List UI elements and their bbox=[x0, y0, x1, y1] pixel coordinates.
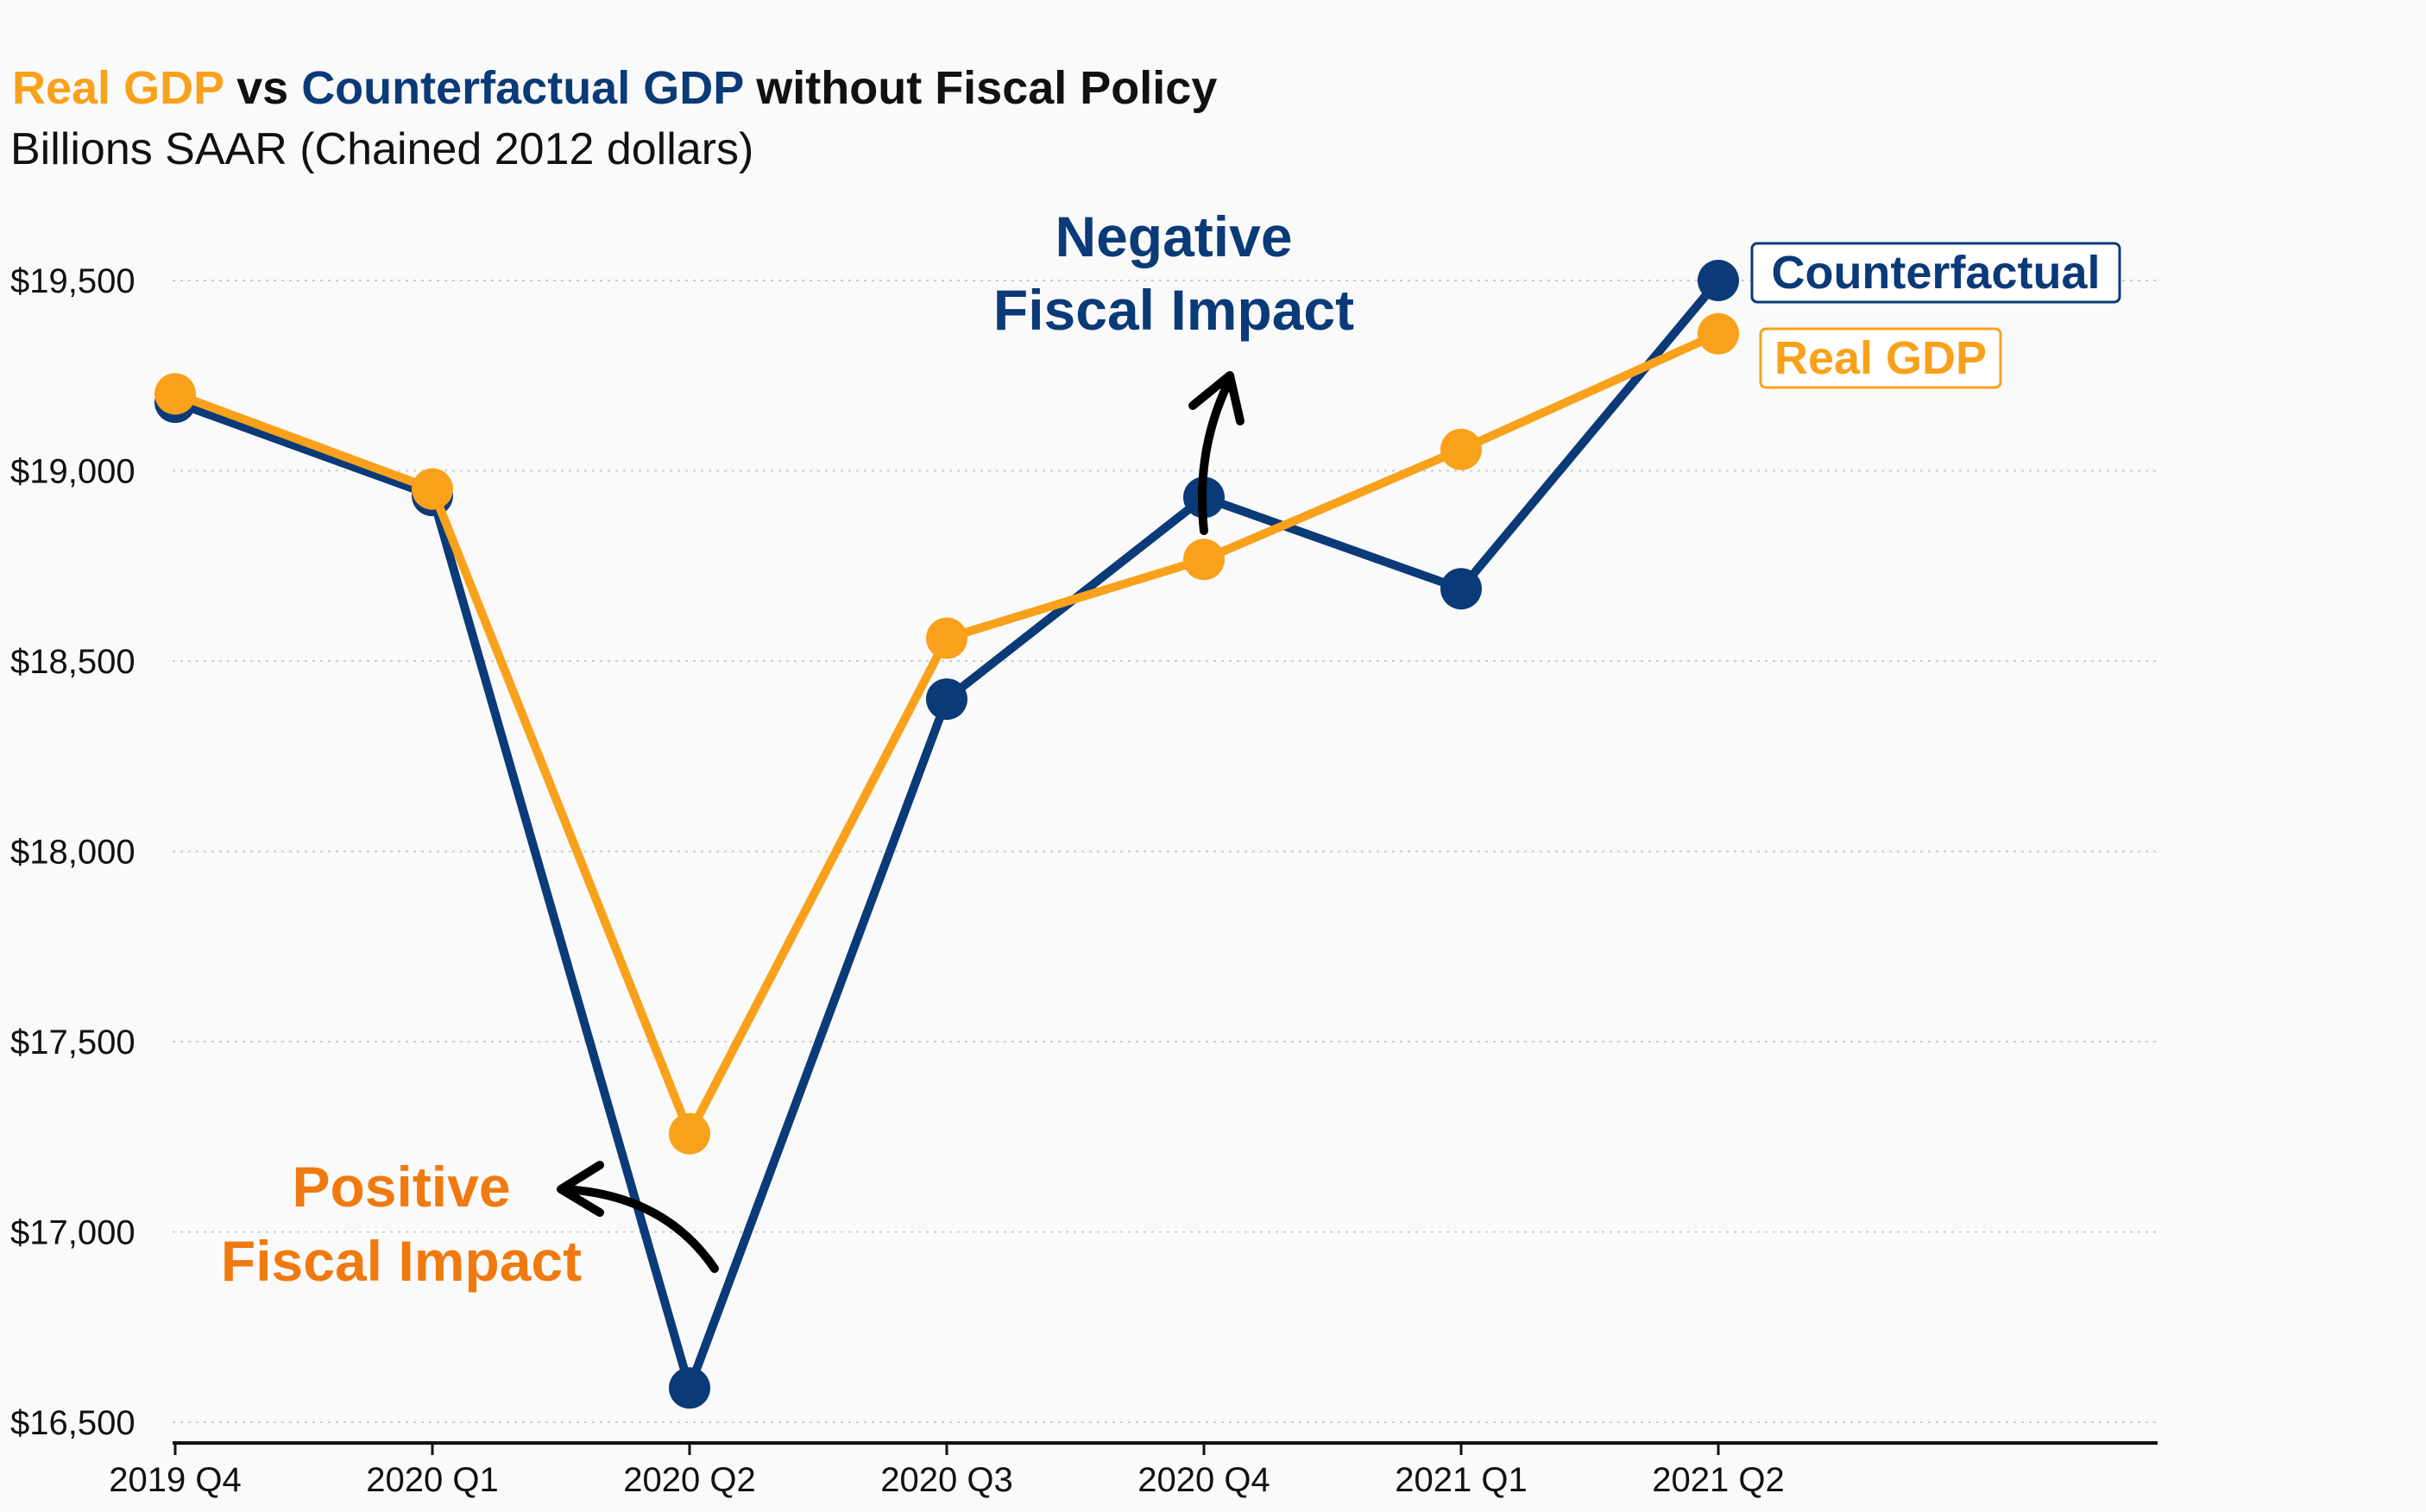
annotation-negative-line-2: Fiscal Impact bbox=[993, 278, 1354, 342]
y-tick-label: $19,500 bbox=[10, 262, 135, 300]
data-point-real-gdp bbox=[669, 1112, 710, 1155]
data-point-real-gdp bbox=[926, 617, 967, 659]
series-line-counterfactual bbox=[171, 276, 1723, 1393]
series-layer bbox=[154, 260, 1739, 1409]
data-point-real-gdp bbox=[154, 373, 196, 415]
title-part-real-gdp: Real GDP bbox=[12, 62, 224, 114]
legend-counterfactual-box bbox=[1750, 242, 2121, 304]
data-point-real-gdp bbox=[412, 468, 453, 510]
x-tick-label: 2020 Q1 bbox=[366, 1461, 498, 1499]
x-tick-label: 2021 Q1 bbox=[1395, 1461, 1527, 1499]
title-part-counterfactual-gdp: Counterfactual GDP bbox=[301, 62, 743, 114]
legend-real-gdp-box bbox=[1759, 327, 2002, 389]
x-tick-label: 2020 Q4 bbox=[1137, 1461, 1270, 1499]
data-point-counterfactual bbox=[669, 1367, 710, 1409]
y-tick-label: $18,500 bbox=[10, 643, 135, 681]
annotation-negative-line-1: Negative bbox=[1055, 205, 1292, 268]
title-part-without-fiscal-policy: without Fiscal Policy bbox=[743, 62, 1217, 114]
chart-title: Real GDP vs Counterfactual GDP without F… bbox=[12, 62, 1217, 114]
title-part-vs: vs bbox=[224, 62, 301, 114]
arrow-left-icon bbox=[557, 1161, 719, 1273]
arrow-up-icon bbox=[1188, 371, 1245, 535]
legend-real-gdp-label: Real GDP bbox=[1774, 332, 1987, 384]
data-point-counterfactual bbox=[1698, 260, 1739, 301]
y-tick-label: $17,500 bbox=[10, 1024, 135, 1062]
x-tick-label: 2020 Q3 bbox=[880, 1461, 1012, 1499]
series-line-real-gdp bbox=[171, 329, 1723, 1138]
x-tick-label: 2019 Q4 bbox=[109, 1461, 241, 1499]
annotation-positive-line-1: Positive bbox=[292, 1155, 510, 1219]
data-point-counterfactual bbox=[926, 678, 967, 721]
y-tick-label: $19,000 bbox=[10, 453, 135, 491]
data-point-real-gdp bbox=[1183, 539, 1225, 581]
series-real-gdp bbox=[154, 312, 1739, 1155]
legend-counterfactual: Counterfactual bbox=[1750, 242, 2121, 304]
x-tick-label: 2020 Q2 bbox=[623, 1461, 755, 1499]
data-point-real-gdp bbox=[1698, 312, 1739, 355]
chart-subtitle: Billions SAAR (Chained 2012 dollars) bbox=[10, 124, 753, 174]
annotation-positive-line-2: Fiscal Impact bbox=[221, 1229, 582, 1293]
y-tick-label: $18,000 bbox=[10, 834, 135, 872]
legend-real-gdp: Real GDP bbox=[1759, 327, 2002, 389]
y-tick-label: $17,000 bbox=[10, 1214, 135, 1252]
x-tick-label: 2021 Q2 bbox=[1652, 1461, 1784, 1499]
data-point-real-gdp bbox=[1440, 428, 1482, 470]
y-tick-label: $16,500 bbox=[10, 1404, 135, 1442]
data-point-counterfactual bbox=[1440, 568, 1482, 610]
axis-layer: $16,500 $17,000 $17,500 $18,000 $18,500 $19,0… bbox=[10, 262, 2158, 1499]
legend-counterfactual-label: Counterfactual bbox=[1771, 247, 2100, 299]
